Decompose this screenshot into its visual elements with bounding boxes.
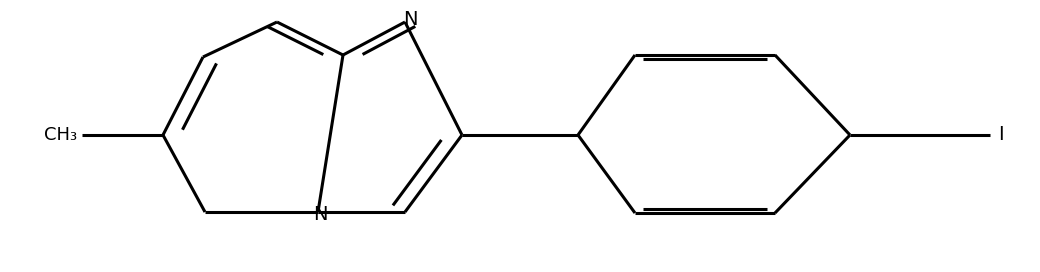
Text: N: N bbox=[402, 10, 417, 29]
Text: CH₃: CH₃ bbox=[44, 126, 77, 144]
Text: N: N bbox=[313, 205, 328, 224]
Text: I: I bbox=[998, 125, 1004, 144]
